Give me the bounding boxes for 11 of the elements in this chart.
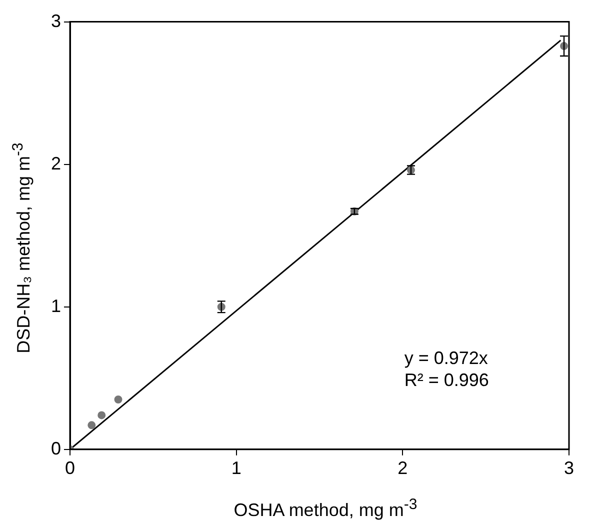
x-tick-label: 2: [398, 458, 408, 478]
x-axis-title: OSHA method, mg m$^{-3}$: [232, 496, 418, 521]
annotation: R² = 0.996: [404, 370, 489, 390]
x-tick-label: 3: [564, 458, 574, 478]
annotation: y = 0.972x: [404, 348, 488, 368]
y-tick-label: 3: [50, 10, 62, 31]
x-tick-label: 1: [231, 458, 242, 478]
y-tick-label: 2: [50, 153, 62, 174]
x-tick-label: 0: [65, 458, 76, 478]
y-tick-label: 1: [50, 296, 62, 316]
y-tick-label: 0: [50, 438, 62, 458]
